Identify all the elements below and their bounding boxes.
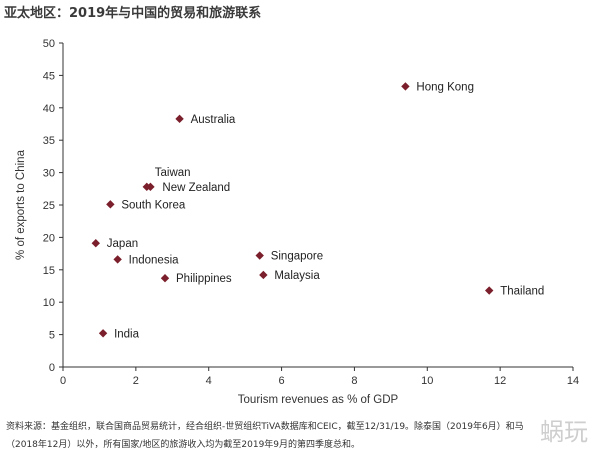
footnote-line-1: 资料来源：基金组织，联合国商品贸易统计，经合组织-世贸组织TiVA数据库和CEI… [6, 422, 524, 432]
data-point-marker [98, 329, 108, 338]
y-tick-label: 10 [43, 297, 55, 309]
x-tick-label: 6 [279, 375, 285, 387]
data-point-marker [113, 255, 122, 264]
y-tick-label: 25 [43, 200, 55, 212]
data-point-label: Japan [107, 238, 138, 250]
y-tick-label: 0 [49, 362, 55, 374]
y-tick-label: 35 [43, 135, 55, 147]
data-point-label: Malaysia [274, 270, 320, 282]
axes: 0 2 4 6 8 10 12 14 0 5 10 15 20 25 30 35 40 45 50 [43, 38, 579, 387]
y-tick-label: 15 [43, 265, 55, 277]
data-point-label: Indonesia [129, 254, 179, 266]
data-point-marker [485, 286, 494, 295]
data-point-marker [255, 251, 264, 260]
x-tick-label: 14 [567, 375, 579, 387]
x-tick-label: 0 [60, 375, 66, 387]
y-axis-label: % of exports to China [15, 149, 27, 260]
footnote-line-2: （2018年12月）以外，所有国家/地区的旅游收入均为截至2019年9月的第四季… [6, 440, 361, 450]
data-point-marker [106, 200, 115, 209]
y-tick-label: 45 [43, 70, 55, 82]
data-point-label: Taiwan [155, 167, 191, 179]
data-point-marker [259, 270, 268, 280]
y-tick-label: 30 [43, 168, 55, 180]
x-tick-label: 10 [421, 375, 433, 387]
data-point-label: Australia [191, 114, 236, 126]
x-tick-label: 12 [494, 375, 506, 387]
y-tick-label: 20 [43, 232, 55, 244]
x-axis-label: Tourism revenues as % of GDP [238, 394, 399, 406]
data-points: Hong Kong Australia Taiwan New Zealand South… [91, 81, 544, 340]
data-point-marker [160, 274, 170, 283]
data-point-label: India [114, 328, 140, 340]
y-tick-label: 40 [43, 103, 55, 115]
y-tick-label: 5 [49, 330, 55, 342]
data-point-marker [401, 82, 410, 91]
data-point-marker [146, 182, 155, 192]
data-point-label: Philippines [176, 273, 232, 285]
y-tick-label: 50 [43, 38, 55, 50]
data-point-marker [91, 239, 100, 248]
x-tick-label: 2 [133, 375, 139, 387]
chart-title: 亚太地区：2019年与中国的贸易和旅游联系 [4, 6, 262, 21]
data-point-label: South Korea [121, 199, 186, 211]
data-point-marker [175, 114, 184, 124]
watermark-logo: 蜗玩 [540, 418, 588, 446]
x-tick-label: 8 [351, 375, 357, 387]
data-point-label: Singapore [271, 251, 323, 263]
x-tick-label: 4 [206, 375, 212, 387]
data-point-label: Hong Kong [416, 81, 474, 93]
data-point-label: Thailand [500, 286, 544, 298]
data-point-label: New Zealand [162, 182, 230, 194]
